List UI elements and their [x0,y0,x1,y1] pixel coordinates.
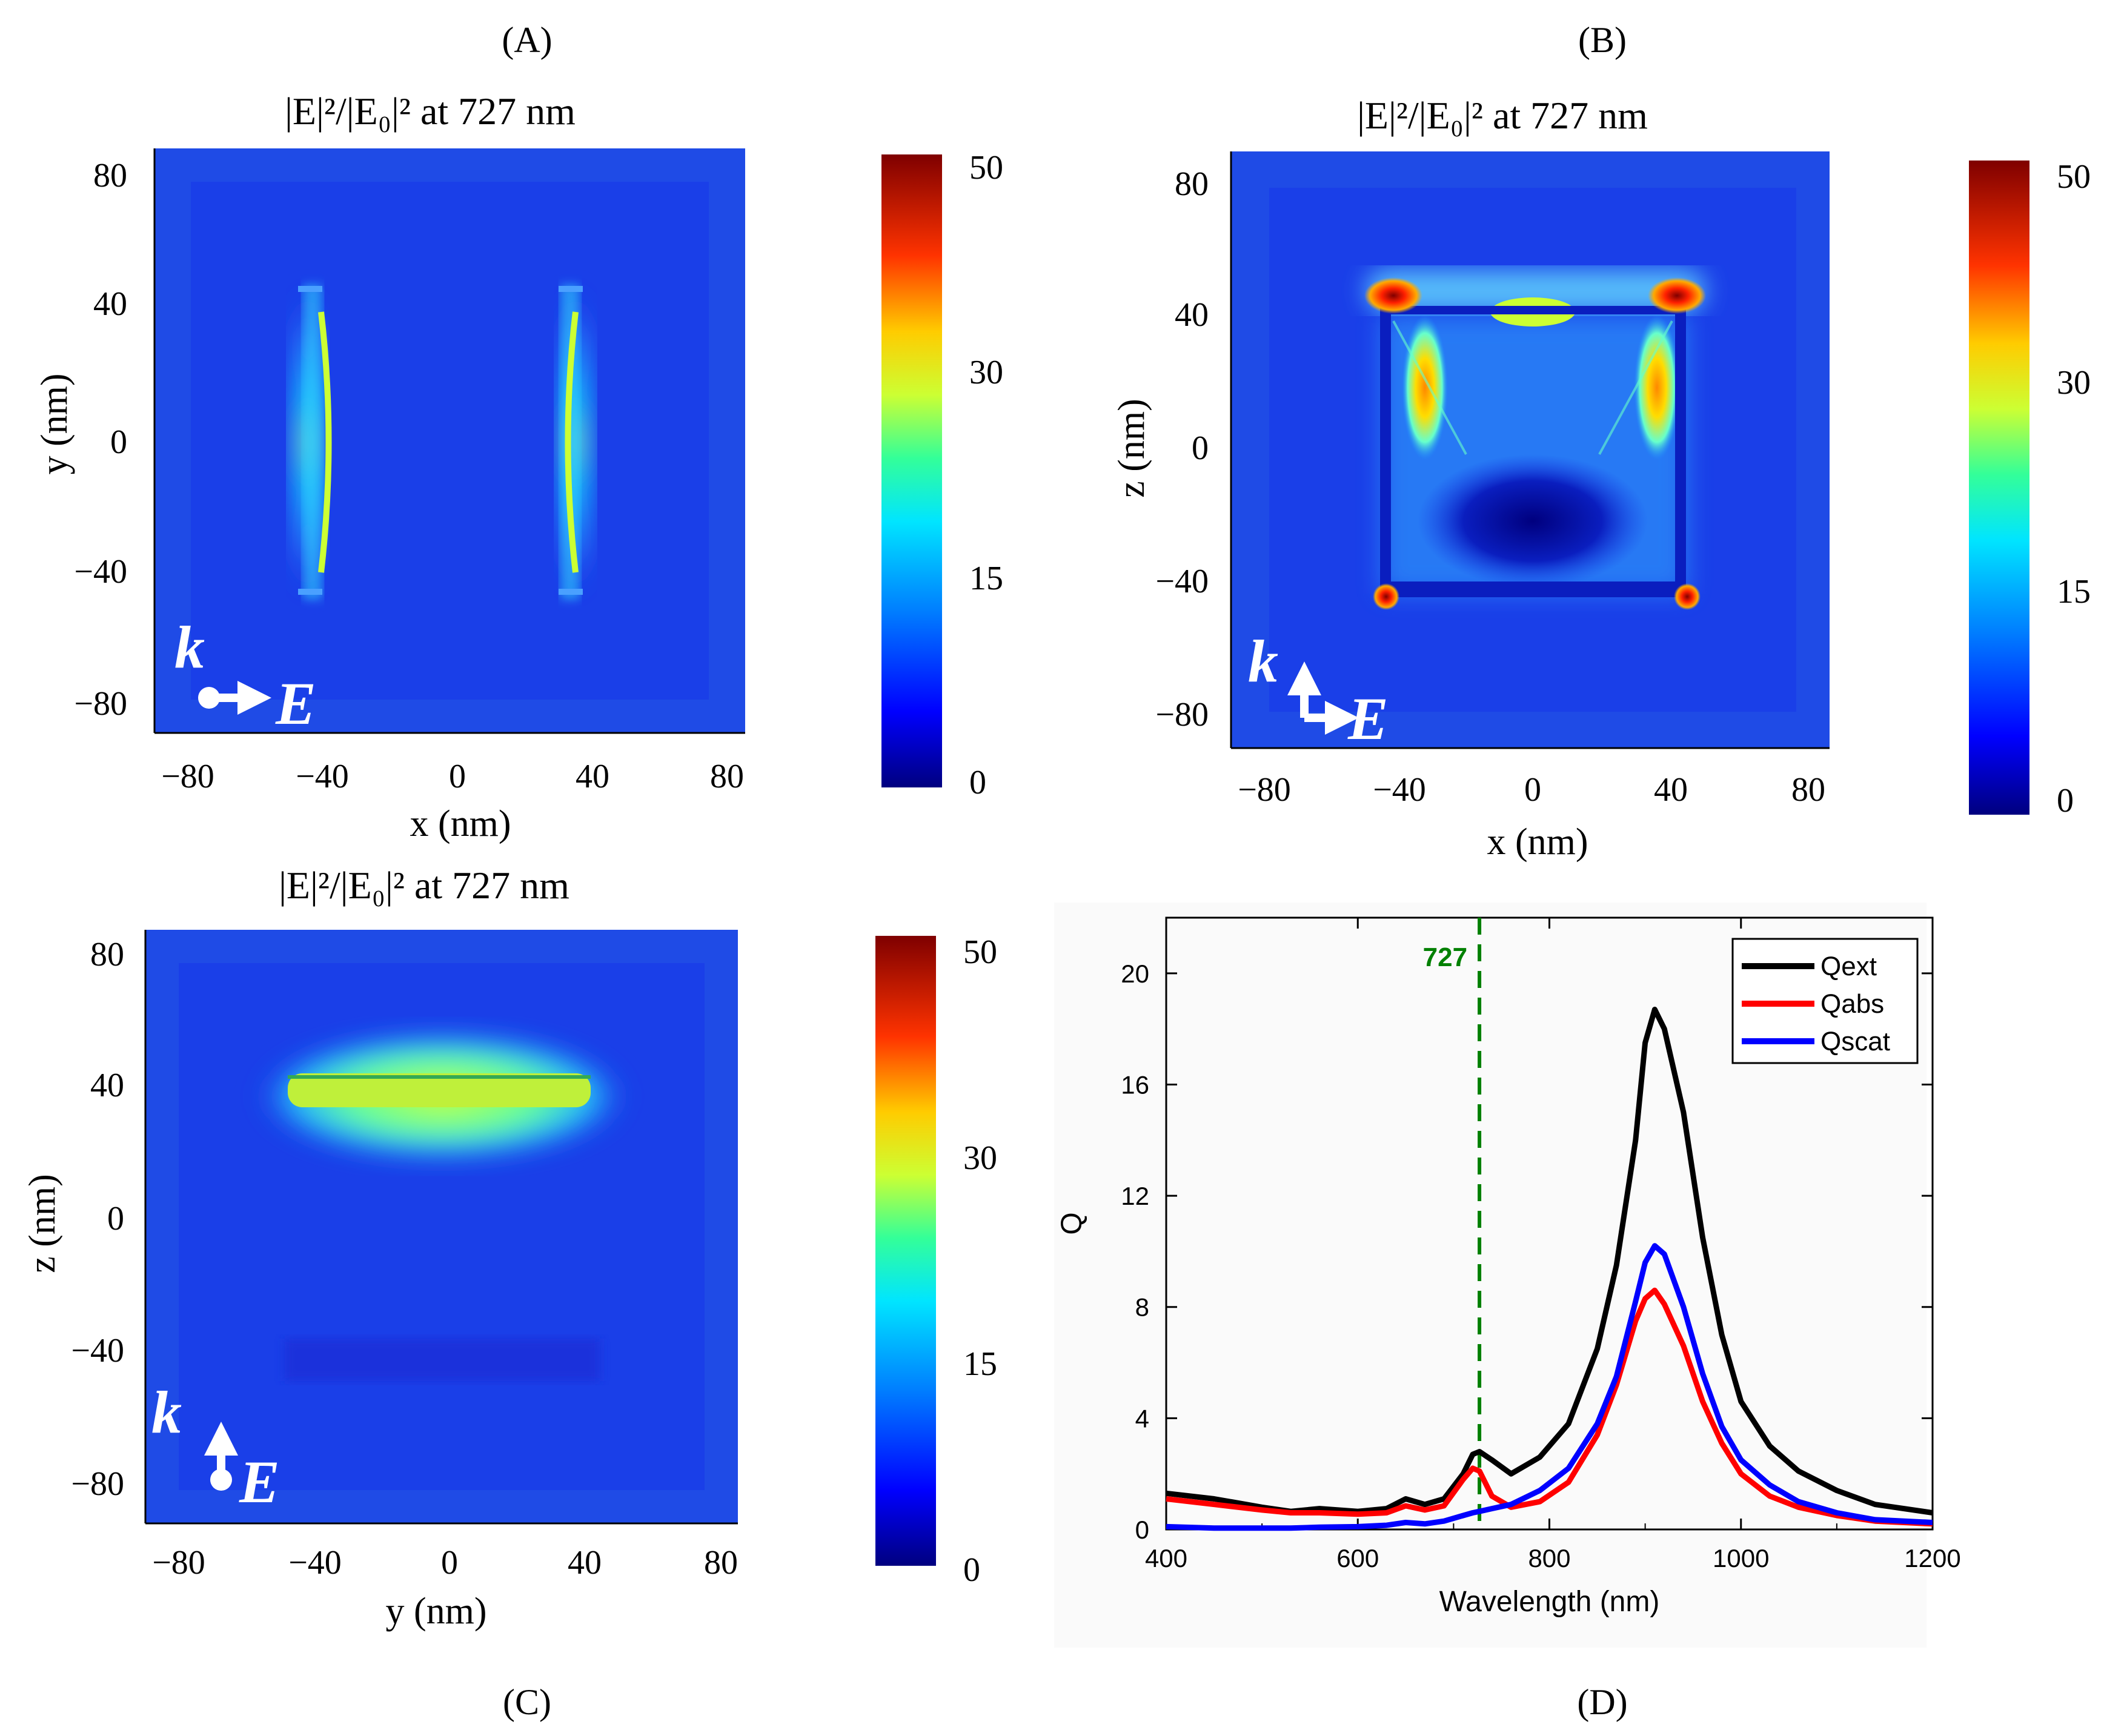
panel-b-xtick: −80 [1238,771,1291,809]
panel-a-ytick: −80 [74,685,127,723]
panel-b-ytick: 80 [1175,165,1209,203]
x-axis-label: Wavelength (nm) [1439,1586,1660,1618]
panel-b-colorbar: 50 30 15 0 [1969,158,2091,820]
panel-a-xtick: −80 [161,758,214,795]
panel-c-xtick: −40 [288,1544,342,1582]
y-tick-label: 20 [1121,959,1149,988]
panel-a-colorbar-tick: 15 [969,560,1003,597]
panel-a-k-label: k [174,614,205,681]
y-tick-label: 0 [1135,1516,1149,1544]
panel-c-ytick: −40 [71,1332,124,1370]
panel-c-colorbar-tick: 15 [963,1345,997,1383]
y-tick-label: 4 [1135,1404,1149,1433]
panel-a-field-map [154,148,745,733]
panel-c-colorbar-tick: 30 [963,1139,997,1177]
panel-a-xtick: 40 [576,758,609,795]
panel-b-colorbar-tick: 0 [2057,782,2074,820]
panel-a: (A) |E|²/|E₀|² at 727 nm k E [34,20,1003,844]
panel-c-polarization-glyph: k E [151,1379,280,1516]
panel-b-xtick: 0 [1524,771,1541,809]
panel-a-colorbar: 50 30 15 0 [881,149,1003,801]
y-tick-label: 16 [1121,1070,1149,1099]
panel-b-e-label: E [1347,685,1389,752]
x-tick-label: 1000 [1713,1544,1769,1572]
panel-a-ylabel: y (nm) [34,373,75,474]
panel-c-axes: 80 40 0 −40 −80 −80 −40 0 40 80 y (nm) z… [22,930,738,1632]
panel-d-label: (D) [1577,1682,1627,1722]
panel-a-title: |E|²/|E₀|² at 727 nm [285,90,576,133]
panel-a-ytick: 0 [110,423,127,461]
panel-b-ytick: −80 [1155,696,1209,734]
panel-a-xtick: 0 [449,758,466,795]
panel-c-xlabel: y (nm) [385,1591,486,1632]
panel-b: (B) |E|²/|E₀|² at 727 nm [1111,20,2091,863]
panel-d-chart: 400 600 800 1000 1200 0 4 8 12 16 20 Wavelength (nm… [1056,916,1961,1618]
panel-a-ytick: 40 [93,285,127,323]
panel-c-k-label: k [151,1379,182,1446]
panel-c-label: (C) [503,1682,551,1722]
panel-a-ytick: −40 [74,553,127,591]
panel-a-polarization-glyph: k E [174,614,316,737]
panel-a-xtick: 80 [710,758,744,795]
legend-label-qext: Qext [1820,952,1877,981]
panel-c-ylabel: z (nm) [22,1174,63,1273]
panel-b-xlabel: x (nm) [1487,821,1588,863]
panel-b-xtick: 40 [1654,771,1688,809]
panel-b-label: (B) [1578,20,1627,60]
panel-b-field-map [1231,151,1830,748]
panel-b-xtick: −40 [1373,771,1426,809]
x-tick-label: 1200 [1904,1544,1960,1572]
panel-b-colorbar-tick: 30 [2057,364,2091,402]
x-tick-label: 800 [1528,1544,1570,1572]
marker-label: 727 [1423,943,1467,972]
panel-c-xtick: 0 [441,1544,458,1582]
panel-a-label: (A) [502,20,552,60]
panel-c-e-label: E [239,1448,280,1516]
series-line-qabs [1166,1287,1933,1527]
panel-c-ytick: 40 [90,1067,124,1104]
series-line-qscat [1166,1243,1933,1531]
panel-c-colorbar-tick: 0 [963,1551,980,1589]
panel-c-ytick: 0 [107,1200,124,1237]
panel-c-xtick: 80 [704,1544,738,1582]
panel-b-colorbar-tick: 15 [2057,573,2091,611]
panel-b-title: |E|²/|E₀|² at 727 nm [1357,94,1648,137]
panel-a-xlabel: x (nm) [410,803,511,844]
panel-c-field-map [145,930,738,1523]
y-axis-label: Q [1056,1212,1088,1234]
panel-c-ytick: −80 [71,1465,124,1503]
panel-c-colorbar-tick: 50 [963,933,997,971]
panel-b-axes: 80 40 0 −40 −80 −80 −40 0 40 80 x (nm) z… [1111,151,1830,863]
panel-c: (C) |E|²/|E₀|² at 727 nm k E 80 40 0 −40… [22,864,997,1722]
panel-a-ytick: 80 [93,157,127,194]
panel-b-k-label: k [1248,628,1278,695]
panel-a-colorbar-tick: 50 [969,149,1003,187]
panel-b-polarization-glyph: k E [1248,628,1389,752]
panel-c-colorbar: 50 30 15 0 [875,933,997,1589]
panel-a-e-label: E [275,670,316,737]
legend-label-qscat: Qscat [1820,1027,1890,1056]
panel-b-colorbar-tick: 50 [2057,158,2091,196]
x-tick-label: 400 [1145,1544,1187,1572]
panel-c-ytick: 80 [90,936,124,973]
panel-a-axes: 80 40 0 −40 −80 −80 −40 0 40 80 x (nm) y… [34,148,745,844]
panel-b-xtick: 80 [1791,771,1825,809]
panel-a-colorbar-tick: 30 [969,354,1003,391]
panel-b-ytick: 0 [1192,429,1209,467]
panel-c-xtick: 40 [568,1544,602,1582]
panel-c-title: |E|²/|E₀|² at 727 nm [279,864,569,907]
panel-b-ytick: 40 [1175,296,1209,334]
panel-c-xtick: −80 [152,1544,205,1582]
panel-d: (D) 400 600 800 1000 1200 0 4 8 12 16 20 Wavelength… [1054,903,1961,1722]
x-tick-label: 600 [1336,1544,1379,1572]
panel-b-ylabel: z (nm) [1111,399,1152,498]
legend-label-qabs: Qabs [1820,989,1884,1019]
y-tick-label: 8 [1135,1293,1149,1322]
panel-a-colorbar-tick: 0 [969,764,986,801]
panel-a-xtick: −40 [296,758,349,795]
series-line-qext [1166,1007,1933,1516]
y-tick-label: 12 [1121,1182,1149,1210]
panel-b-ytick: −40 [1155,563,1209,600]
